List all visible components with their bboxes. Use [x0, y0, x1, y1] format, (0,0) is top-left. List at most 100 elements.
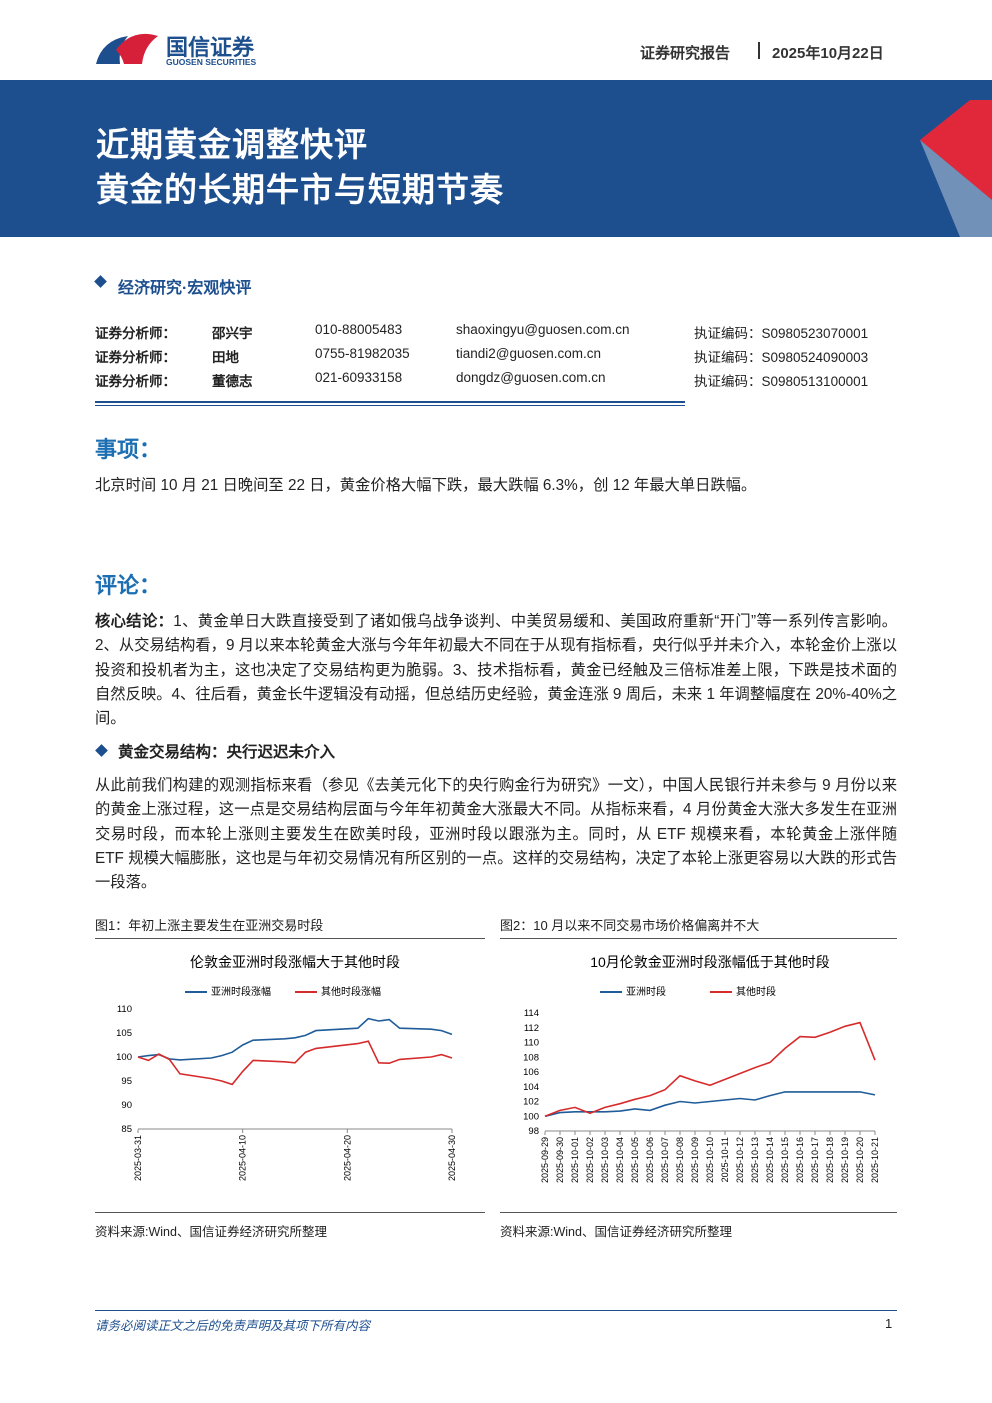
x-tick-label: 2025-10-11 — [720, 1137, 730, 1182]
y-tick-label: 90 — [121, 1100, 132, 1111]
figure-caption: 图2：10 月以来不同交易市场价格偏离并不大 — [500, 915, 897, 939]
x-tick-label: 2025-10-20 — [855, 1137, 865, 1183]
chart-title: 10月伦敦金亚洲时段涨幅低于其他时段 — [590, 954, 830, 970]
x-tick-label: 2025-10-21 — [870, 1137, 880, 1183]
x-tick-label: 2025-10-07 — [660, 1137, 670, 1183]
y-tick-label: 100 — [116, 1052, 132, 1063]
x-tick-label: 2025-10-18 — [825, 1137, 835, 1183]
analyst-email: tiandi2@guosen.com.cn — [456, 346, 602, 361]
x-tick-label: 2025-10-10 — [705, 1137, 715, 1183]
analyst-phone: 010-88005483 — [315, 322, 403, 337]
analyst-name: 董德志 — [212, 374, 253, 389]
x-tick-label: 2025-03-31 — [133, 1135, 143, 1181]
banner-decoration — [920, 100, 992, 237]
y-tick-label: 95 — [121, 1076, 132, 1087]
legend-label: 其他时段 — [736, 985, 776, 998]
core-label: 核心结论： — [95, 613, 174, 630]
x-tick-label: 2025-10-09 — [690, 1137, 700, 1183]
report-type: 证券研究报告 — [640, 45, 731, 62]
rule — [95, 405, 685, 406]
paragraph: 从此前我们构建的观测指标来看（参见《去美元化下的央行购金行为研究》一文），中国人… — [95, 777, 897, 892]
y-tick-label: 98 — [528, 1126, 539, 1137]
legend-label: 其他时段涨幅 — [321, 985, 381, 998]
x-tick-label: 2025-10-01 — [570, 1137, 580, 1183]
logo-mark — [96, 33, 158, 64]
figure-source: 资料来源:Wind、国信证券经济研究所整理 — [95, 1212, 485, 1240]
x-tick-label: 2025-04-20 — [342, 1135, 352, 1181]
analyst-email: shaoxingyu@guosen.com.cn — [456, 322, 630, 337]
analyst-role: 证券分析师： — [95, 350, 176, 365]
x-tick-label: 2025-10-02 — [585, 1137, 595, 1183]
x-tick-label: 2025-10-05 — [630, 1137, 640, 1183]
analyst-phone: 0755-81982035 — [315, 346, 410, 361]
y-tick-label: 108 — [523, 1052, 539, 1063]
y-tick-label: 110 — [524, 1038, 539, 1049]
x-tick-label: 2025-10-13 — [750, 1137, 760, 1183]
x-tick-label: 2025-10-08 — [675, 1137, 685, 1183]
y-tick-label: 112 — [524, 1023, 539, 1034]
series-line — [544, 1091, 876, 1118]
chart-title: 伦敦金亚洲时段涨幅大于其他时段 — [190, 954, 400, 970]
x-tick-label: 2025-10-12 — [735, 1137, 745, 1183]
y-tick-label: 106 — [523, 1067, 539, 1078]
disclaimer: 请务必阅读正文之后的免责声明及其项下所有内容 — [95, 1319, 371, 1333]
x-tick-label: 2025-10-14 — [765, 1137, 775, 1183]
rule — [95, 401, 685, 403]
y-tick-label: 110 — [117, 1004, 132, 1015]
subheading: 黄金交易结构：央行迟迟未介入 — [118, 744, 336, 761]
chart: 10月伦敦金亚洲时段涨幅低于其他时段 2025-09-29 2025-09-30 20… — [523, 954, 880, 1183]
analyst-role: 证券分析师： — [95, 374, 176, 389]
bullet — [94, 275, 107, 288]
x-tick-label: 2025-10-15 — [780, 1137, 790, 1183]
analyst-email: dongdz@guosen.com.cn — [456, 370, 606, 385]
x-tick-label: 2025-10-17 — [810, 1137, 820, 1183]
heading: 评论： — [95, 573, 162, 598]
figure-source: 资料来源:Wind、国信证券经济研究所整理 — [500, 1212, 897, 1240]
core-text: 1、黄金单日大跌直接受到了诸如俄乌战争谈判、中美贸易缓和、美国政府重新“开门”等… — [95, 613, 897, 728]
x-tick-label: 2025-10-04 — [615, 1137, 625, 1183]
paragraph: 核心结论：1、黄金单日大跌直接受到了诸如俄乌战争谈判、中美贸易缓和、美国政府重新… — [95, 610, 897, 731]
paragraph: 北京时间 10 月 21 日晚间至 22 日，黄金价格大幅下跌，最大跌幅 6.3… — [95, 477, 757, 494]
x-tick-label: 2025-10-16 — [795, 1137, 805, 1183]
x-tick-label: 2025-10-06 — [645, 1137, 655, 1183]
footer-rule — [95, 1310, 897, 1311]
x-tick-label: 2025-09-30 — [555, 1137, 565, 1183]
analyst-name: 田地 — [212, 350, 239, 365]
figure-caption: 图1：年初上涨主要发生在亚洲交易时段 — [95, 915, 485, 939]
banner — [0, 80, 992, 237]
y-tick-label: 105 — [116, 1028, 132, 1039]
separator — [758, 42, 760, 59]
chart: 伦敦金亚洲时段涨幅大于其他时段 2025-03-31 2025-04-10 2025-… — [116, 954, 457, 1181]
analyst-name: 邵兴宇 — [212, 326, 253, 341]
y-tick-label: 102 — [523, 1097, 539, 1108]
report-date: 2025年10月22日 — [772, 45, 884, 62]
y-tick-label: 114 — [524, 1008, 539, 1019]
y-tick-label: 100 — [523, 1111, 539, 1122]
brand-en: GUOSEN SECURITIES — [166, 57, 257, 67]
analyst-license: 执证编码：S0980513100001 — [694, 374, 869, 389]
legend-label: 亚洲时段涨幅 — [211, 985, 271, 998]
heading: 事项： — [95, 437, 162, 462]
series-line — [137, 1040, 453, 1086]
title-line: 近期黄金调整快评 — [96, 126, 368, 163]
legend-label: 亚洲时段 — [626, 985, 666, 998]
page-number: 1 — [885, 1316, 893, 1331]
series-line — [544, 1021, 876, 1118]
brand: 国信证券 — [166, 35, 255, 60]
analyst-license: 执证编码：S0980523070001 — [694, 326, 869, 341]
bullet — [95, 744, 108, 757]
series-line — [137, 1017, 453, 1061]
x-tick-label: 2025-10-03 — [600, 1137, 610, 1183]
y-tick-label: 85 — [121, 1124, 132, 1135]
x-tick-label: 2025-09-29 — [540, 1137, 550, 1183]
x-tick-label: 2025-10-19 — [840, 1137, 850, 1183]
analyst-role: 证券分析师： — [95, 326, 176, 341]
x-tick-label: 2025-04-30 — [447, 1135, 457, 1181]
analyst-phone: 021-60933158 — [315, 370, 403, 385]
section-tag: 经济研究·宏观快评 — [118, 280, 252, 297]
analyst-license: 执证编码：S0980524090003 — [694, 350, 869, 365]
title-line: 黄金的长期牛市与短期节奏 — [96, 171, 504, 208]
x-tick-label: 2025-04-10 — [238, 1135, 248, 1181]
y-tick-label: 104 — [523, 1082, 539, 1093]
